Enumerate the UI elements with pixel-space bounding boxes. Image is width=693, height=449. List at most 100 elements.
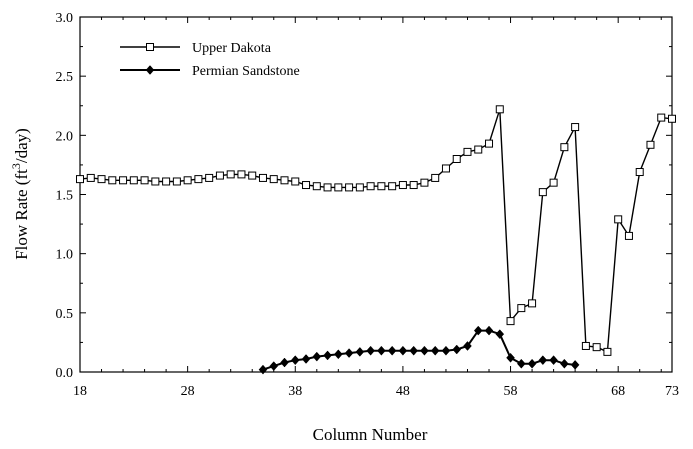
x-tick-label: 28 bbox=[181, 384, 195, 399]
x-tick-label: 38 bbox=[288, 384, 302, 399]
data-point bbox=[549, 355, 558, 366]
data-point bbox=[345, 183, 354, 192]
data-point bbox=[506, 352, 515, 363]
series-0 bbox=[76, 105, 676, 356]
x-tick-label: 58 bbox=[504, 384, 518, 399]
data-point bbox=[258, 173, 267, 182]
data-point bbox=[151, 177, 160, 186]
data-point bbox=[398, 181, 407, 190]
data-point bbox=[420, 345, 429, 356]
data-point bbox=[441, 345, 451, 356]
data-point bbox=[538, 188, 547, 197]
data-point bbox=[657, 113, 666, 122]
data-point bbox=[668, 114, 676, 123]
data-point bbox=[312, 182, 321, 191]
data-point bbox=[387, 345, 397, 356]
data-point bbox=[398, 345, 408, 356]
y-axis-title-superscript: 3 bbox=[9, 163, 23, 169]
legend-marker bbox=[146, 43, 154, 51]
data-point bbox=[452, 155, 461, 163]
data-point bbox=[258, 364, 268, 375]
data-point bbox=[237, 170, 246, 179]
data-point bbox=[323, 350, 332, 361]
data-point bbox=[592, 343, 601, 352]
data-point bbox=[344, 348, 354, 358]
data-point bbox=[269, 175, 278, 184]
data-point bbox=[646, 140, 655, 149]
data-point bbox=[463, 341, 472, 351]
data-point bbox=[226, 170, 235, 179]
data-point bbox=[517, 304, 526, 313]
data-point bbox=[538, 355, 548, 366]
data-point bbox=[527, 358, 537, 369]
legend-marker bbox=[145, 65, 155, 75]
data-point bbox=[291, 177, 300, 186]
data-point bbox=[409, 345, 419, 356]
data-point bbox=[430, 345, 440, 356]
data-point bbox=[516, 358, 526, 369]
data-point bbox=[560, 143, 569, 152]
data-point bbox=[290, 355, 300, 366]
x-tick-label: 48 bbox=[396, 384, 410, 399]
data-point bbox=[194, 175, 203, 184]
data-point bbox=[624, 231, 633, 240]
x-tick-label: 68 bbox=[611, 384, 625, 399]
data-point bbox=[129, 176, 138, 185]
data-point bbox=[334, 183, 343, 192]
data-point bbox=[183, 176, 192, 185]
data-point bbox=[431, 173, 440, 182]
y-axis-title: Flow Rate (ft3/day) bbox=[9, 128, 31, 260]
data-point bbox=[280, 176, 289, 185]
data-point bbox=[333, 349, 343, 360]
x-axis-title: Column Number bbox=[313, 425, 428, 444]
data-point bbox=[119, 176, 128, 185]
data-point bbox=[248, 171, 257, 180]
y-tick-label: 3.0 bbox=[56, 11, 74, 26]
x-tick-label: 18 bbox=[73, 384, 87, 399]
data-point bbox=[603, 347, 612, 356]
y-axis-title-prefix: Flow Rate (ft bbox=[12, 169, 31, 260]
legend-label: Permian Sandstone bbox=[192, 64, 300, 79]
data-point bbox=[355, 347, 365, 357]
data-point bbox=[323, 183, 332, 192]
legend-label: Upper Dakota bbox=[192, 41, 272, 56]
data-point bbox=[528, 299, 537, 308]
y-tick-label: 0.5 bbox=[56, 307, 74, 322]
data-point bbox=[409, 181, 418, 190]
data-point bbox=[377, 345, 386, 356]
data-point bbox=[377, 182, 386, 191]
data-point bbox=[86, 173, 95, 182]
data-point bbox=[452, 344, 462, 355]
data-point bbox=[581, 341, 590, 350]
data-point bbox=[97, 175, 106, 184]
data-point bbox=[549, 178, 558, 187]
data-point bbox=[485, 139, 494, 148]
data-point bbox=[366, 182, 375, 191]
data-point bbox=[495, 329, 505, 340]
data-point bbox=[172, 177, 181, 186]
data-point bbox=[484, 325, 494, 336]
data-point bbox=[473, 325, 483, 336]
axis-ticks: 0.0 0.5 1.0 1.5 2.0 2.5 3.0 18 28 38 48 58 68 73 bbox=[56, 11, 680, 399]
data-point bbox=[570, 360, 580, 370]
series-1 bbox=[258, 325, 580, 375]
data-point bbox=[571, 123, 580, 132]
data-point bbox=[388, 182, 397, 191]
data-point bbox=[302, 181, 311, 190]
data-point bbox=[355, 183, 364, 192]
legend: Upper Dakota Permian Sandstone bbox=[120, 41, 300, 79]
y-tick-label: 2.0 bbox=[56, 129, 74, 144]
y-tick-label: 1.5 bbox=[56, 189, 74, 204]
data-series bbox=[76, 105, 676, 375]
data-point bbox=[140, 176, 149, 185]
x-tick-label: 73 bbox=[665, 384, 679, 399]
data-point bbox=[76, 175, 84, 184]
data-point bbox=[506, 317, 515, 326]
data-point bbox=[205, 173, 214, 182]
y-tick-label: 2.5 bbox=[56, 70, 74, 85]
data-point bbox=[614, 215, 623, 224]
data-point bbox=[463, 147, 472, 156]
data-point bbox=[108, 176, 117, 185]
data-point bbox=[441, 164, 450, 173]
